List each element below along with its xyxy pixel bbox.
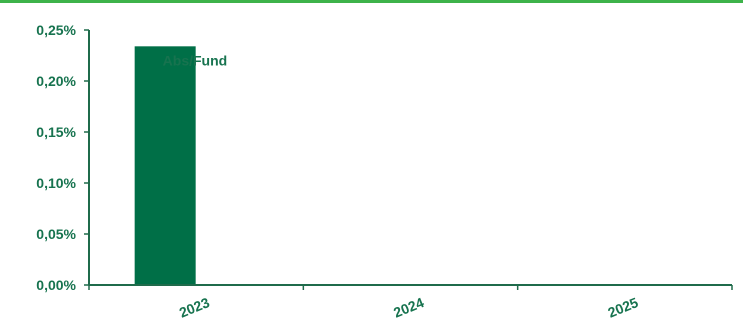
bars (134, 46, 196, 285)
series-label: Abs/Fund (163, 52, 228, 68)
y-tick-label: 0,20% (36, 73, 76, 89)
y-tick-label: 0,05% (36, 226, 76, 242)
y-tick-label: 0,10% (36, 175, 76, 191)
bar-annotations: Abs/Fund (163, 52, 228, 68)
x-tick-label: 2023 (177, 294, 212, 321)
top-accent-rule (0, 0, 743, 3)
x-tick-label: 2024 (391, 294, 426, 321)
x-tick-label: 2025 (606, 294, 641, 321)
y-axis-ticks: 0,00% 0,05% 0,10% 0,15% 0,20% 0,25% (36, 22, 89, 293)
axes (88, 30, 732, 286)
bar-2023 (134, 46, 196, 285)
y-tick-label: 0,25% (36, 22, 76, 38)
y-tick-label: 0,00% (36, 277, 76, 293)
x-axis-ticks: 2023 2024 2025 (88, 285, 733, 321)
y-tick-label: 0,15% (36, 124, 76, 140)
